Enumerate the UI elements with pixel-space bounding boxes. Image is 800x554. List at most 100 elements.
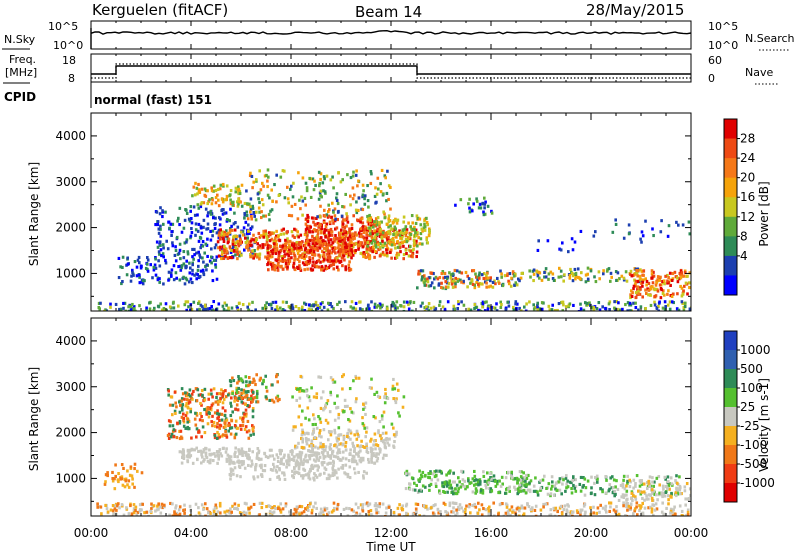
range-time-cell: [242, 226, 246, 230]
range-time-cell: [639, 237, 642, 241]
range-time-cell: [318, 306, 322, 310]
range-time-cell: [311, 423, 315, 427]
range-time-cell: [322, 239, 325, 243]
range-time-cell: [266, 256, 269, 260]
range-time-cell: [644, 288, 647, 292]
range-time-cell: [478, 508, 481, 512]
range-time-cell: [225, 509, 229, 513]
range-time-cell: [236, 252, 239, 256]
range-time-cell: [325, 222, 329, 226]
range-time-cell: [392, 433, 396, 437]
range-time-cell: [206, 254, 209, 258]
range-time-cell: [281, 308, 285, 311]
range-time-cell: [258, 244, 262, 248]
range-time-cell: [436, 469, 440, 473]
range-time-cell: [378, 302, 382, 306]
range-time-cell: [228, 245, 232, 249]
range-time-cell: [196, 273, 199, 277]
range-time-cell: [312, 453, 316, 457]
range-time-cell: [177, 508, 181, 512]
range-time-cell: [204, 194, 208, 198]
range-time-cell: [375, 455, 378, 459]
range-time-cell: [380, 220, 383, 224]
range-time-cell: [247, 223, 250, 227]
range-time-cell: [495, 479, 499, 483]
range-time-cell: [178, 242, 182, 246]
range-time-cell: [234, 237, 238, 241]
range-time-cell: [172, 435, 176, 439]
range-time-cell: [328, 208, 331, 212]
range-time-cell: [184, 391, 187, 395]
range-time-cell: [239, 230, 243, 234]
range-time-cell: [352, 170, 355, 174]
range-time-cell: [404, 234, 408, 238]
range-time-cell: [368, 213, 371, 217]
range-time-cell: [199, 205, 203, 209]
range-time-cell: [318, 431, 321, 435]
range-time-cell: [494, 484, 498, 488]
range-time-cell: [572, 274, 575, 278]
range-time-cell: [250, 217, 253, 221]
range-time-cell: [198, 253, 201, 257]
range-time-cell: [214, 201, 218, 205]
range-time-cell: [237, 503, 240, 507]
range-time-cell: [116, 504, 119, 508]
range-time-cell: [546, 239, 550, 243]
range-time-cell: [334, 260, 338, 264]
range-time-cell: [443, 309, 447, 311]
range-time-cell: [234, 396, 238, 400]
range-time-cell: [474, 491, 477, 495]
range-time-cell: [446, 490, 449, 494]
range-time-cell: [667, 224, 671, 228]
range-time-cell: [327, 203, 330, 207]
range-time-cell: [364, 255, 368, 259]
range-time-cell: [361, 458, 365, 462]
range-time-cell: [347, 263, 351, 267]
range-time-cell: [366, 240, 369, 244]
range-time-cell: [128, 309, 131, 311]
range-time-cell: [330, 305, 334, 309]
range-time-cell: [322, 268, 326, 272]
range-time-cell: [178, 206, 182, 210]
range-time-cell: [180, 399, 183, 403]
range-time-cell: [240, 204, 244, 208]
range-time-cell: [151, 276, 154, 280]
range-time-cell: [271, 383, 274, 387]
range-time-cell: [298, 453, 301, 457]
range-time-cell: [586, 272, 589, 276]
range-time-cell: [290, 303, 294, 307]
range-time-cell: [224, 211, 228, 215]
range-time-cell: [170, 432, 174, 436]
range-time-cell: [599, 503, 602, 507]
range-time-cell: [207, 397, 210, 401]
range-time-cell: [222, 390, 225, 394]
range-time-cell: [365, 430, 368, 434]
range-time-cell: [582, 476, 585, 480]
range-tick-label: 1000: [55, 266, 86, 280]
range-time-cell: [179, 268, 183, 272]
range-time-cell: [492, 474, 496, 478]
range-time-cell: [279, 502, 282, 506]
range-time-cell: [365, 442, 368, 446]
range-time-cell: [171, 241, 174, 245]
range-time-cell: [649, 285, 653, 289]
range-time-cell: [681, 301, 684, 305]
range-time-cell: [131, 270, 134, 274]
range-time-cell: [354, 301, 358, 305]
range-time-cell: [251, 399, 254, 403]
range-time-cell: [629, 309, 632, 311]
range-time-cell: [554, 506, 558, 510]
range-time-cell: [485, 281, 488, 285]
range-time-cell: [178, 400, 181, 404]
range-time-cell: [385, 199, 388, 203]
range-time-cell: [232, 238, 235, 242]
range-time-cell: [476, 480, 480, 484]
range-time-cell: [640, 240, 643, 244]
range-time-cell: [157, 227, 161, 231]
range-time-cell: [244, 425, 248, 429]
range-time-cell: [353, 251, 357, 255]
range-time-cell: [345, 217, 349, 221]
range-time-cell: [526, 488, 530, 492]
range-time-cell: [212, 459, 215, 463]
range-time-cell: [562, 478, 565, 482]
